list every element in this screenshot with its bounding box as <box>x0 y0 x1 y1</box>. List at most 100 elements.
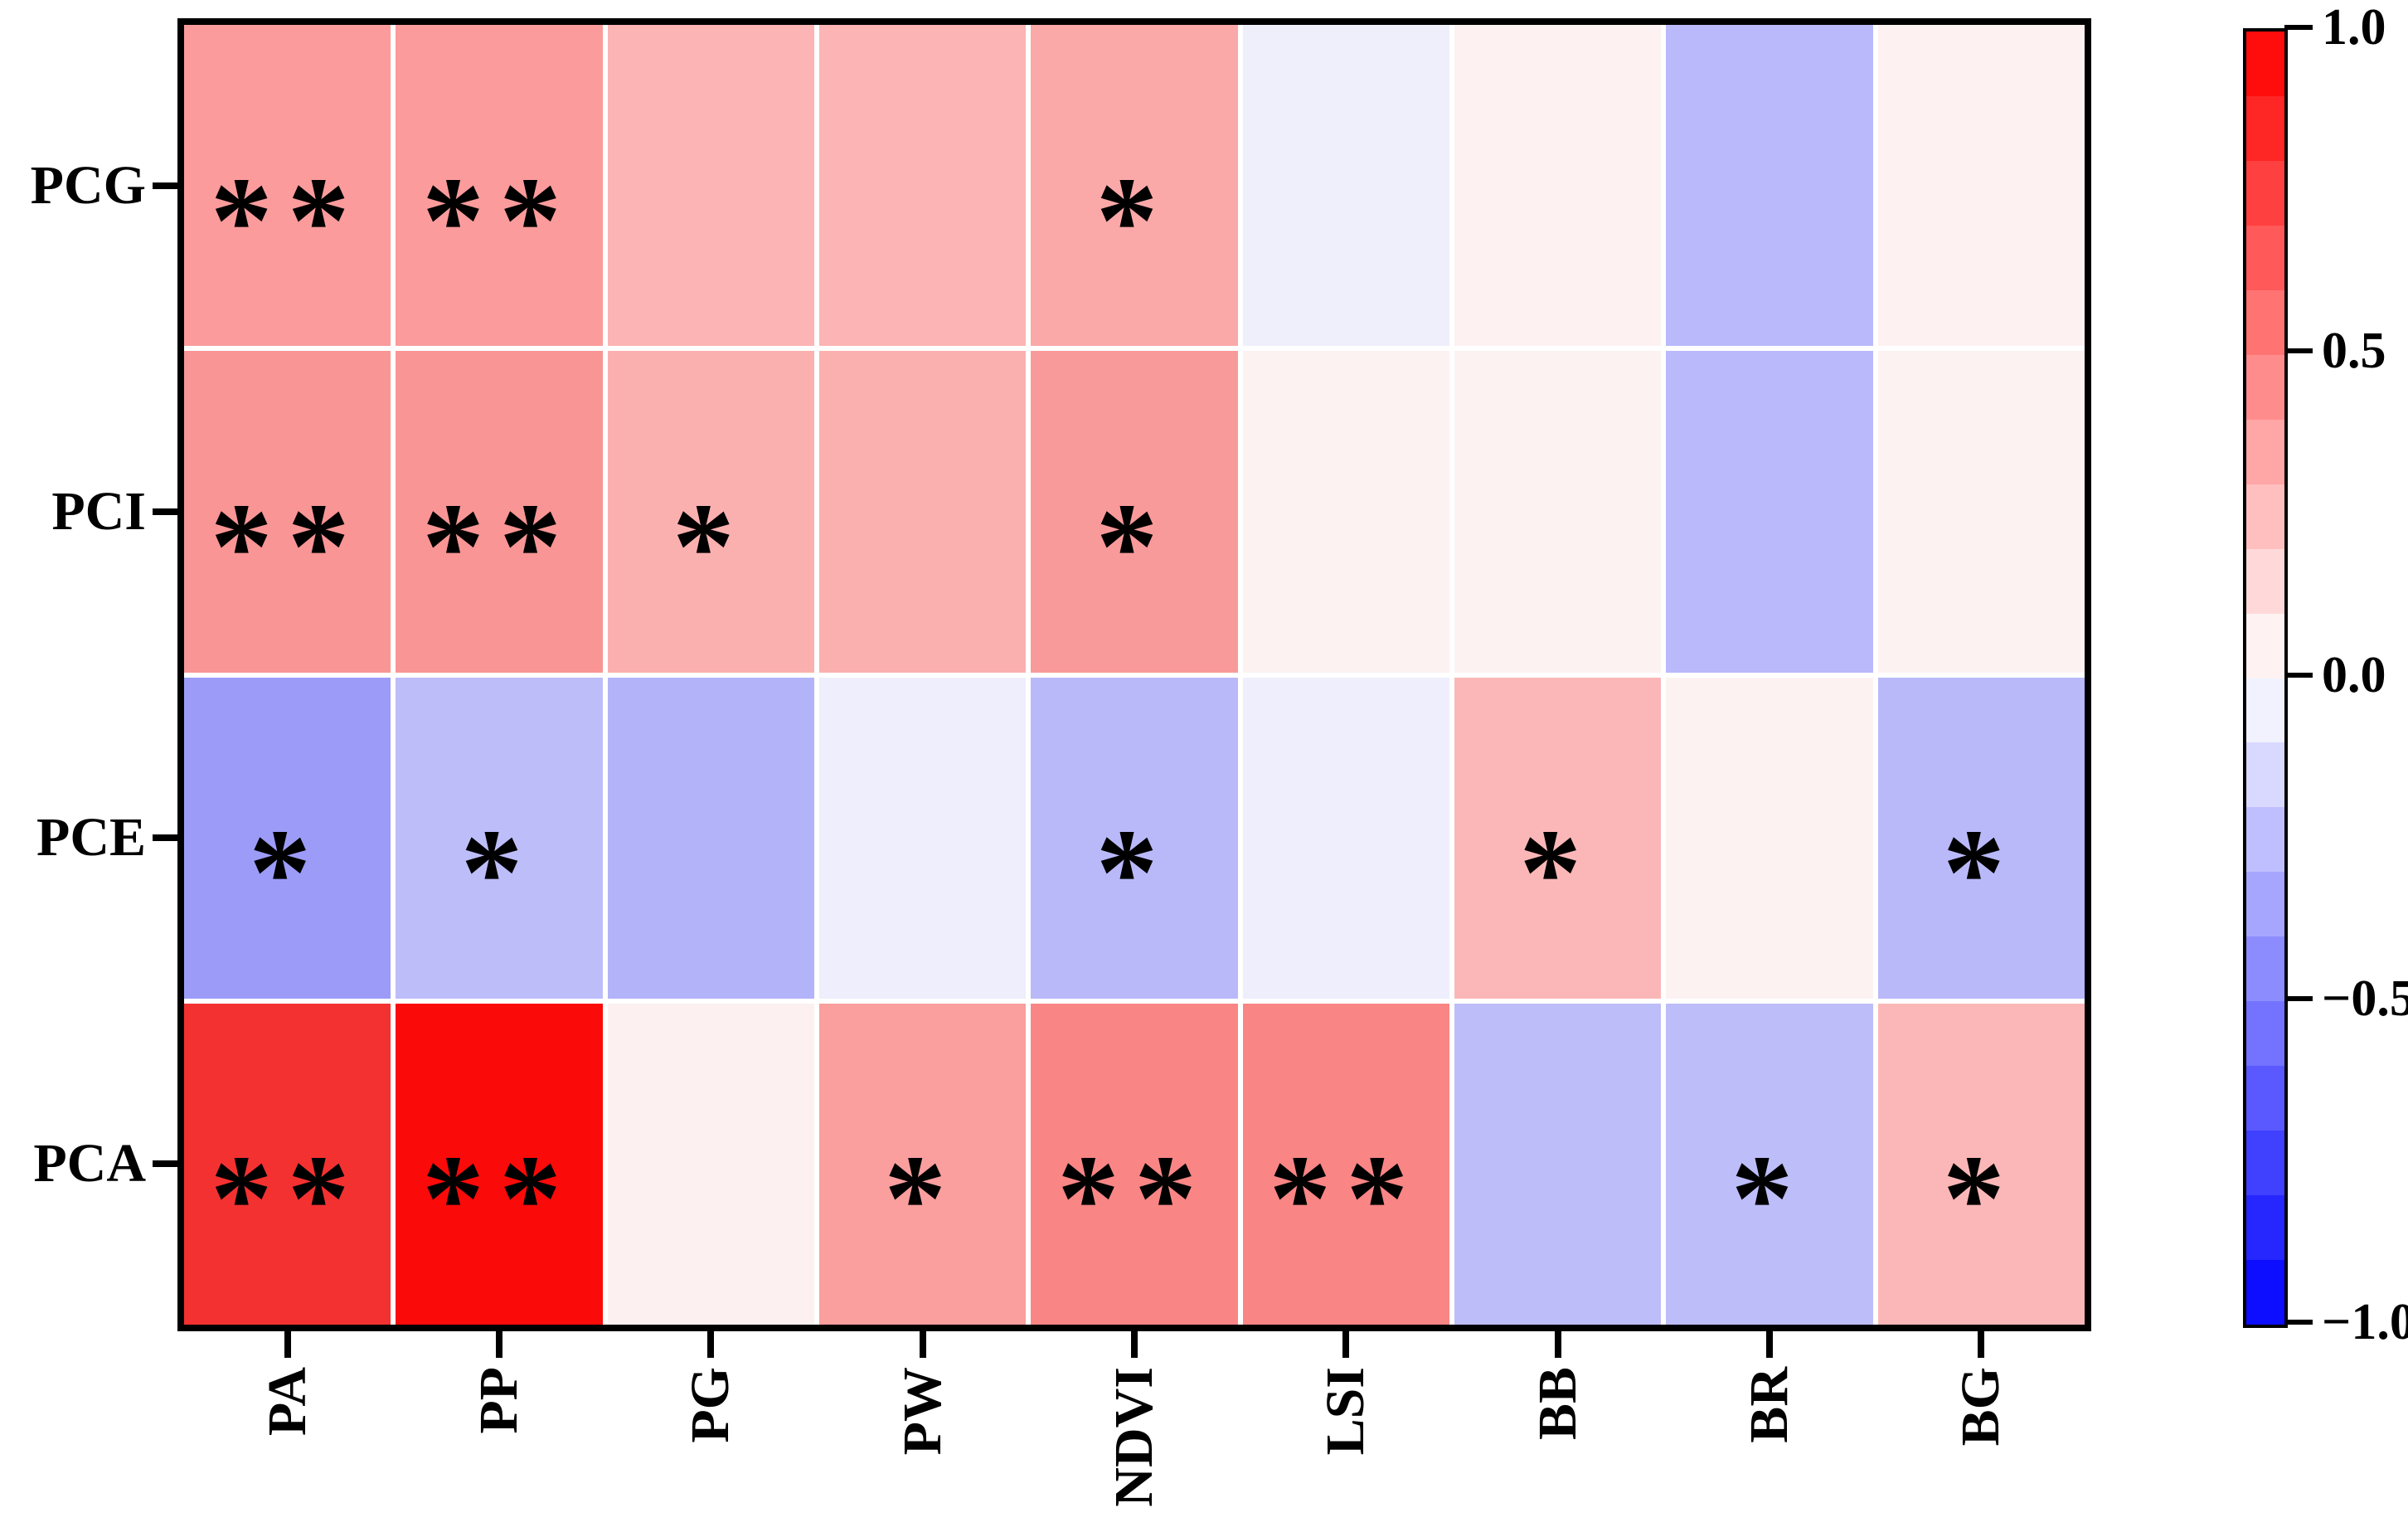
x-tick-mark <box>919 1331 926 1358</box>
y-tick-label: PCG <box>30 154 146 216</box>
significance-marker: * <box>1731 1130 1808 1268</box>
colorbar-segment <box>2246 419 2284 484</box>
colorbar-tick-mark <box>2284 25 2313 30</box>
x-tick-mark <box>1554 1331 1561 1358</box>
significance-marker: ** <box>421 151 576 289</box>
heatmap-cell <box>1666 25 1873 347</box>
heatmap-grid: ** ** * ** ** * * * * * * * ** ** * ** ** * * <box>184 25 2085 1325</box>
heatmap-cell <box>818 25 1027 347</box>
x-tick-label: LSI <box>1315 1367 1376 1456</box>
significance-marker: ** <box>1056 1130 1211 1268</box>
significance-marker: * <box>884 1130 962 1268</box>
heatmap-cell <box>1877 351 2085 673</box>
colorbar-tick-label: −1.0 <box>2322 1294 2408 1350</box>
heatmap-cell <box>818 677 1027 999</box>
heatmap-cell <box>607 25 814 347</box>
colorbar-segment <box>2246 1131 2284 1196</box>
heatmap-cell <box>607 677 814 999</box>
significance-marker: ** <box>210 1130 365 1268</box>
x-tick-label: BG <box>1950 1367 2012 1447</box>
heatmap-cell <box>1242 677 1449 999</box>
x-tick-label: PG <box>680 1367 741 1443</box>
x-tick-label: PW <box>891 1367 953 1456</box>
heatmap-cell <box>1242 351 1449 673</box>
significance-marker: ** <box>210 477 365 615</box>
heatmap-cell: * <box>1877 1003 2085 1325</box>
colorbar-segment <box>2246 613 2284 678</box>
heatmap-cell: ** <box>1031 1003 1238 1325</box>
heatmap-cell: ** <box>1242 1003 1449 1325</box>
heatmap-cell <box>818 351 1027 673</box>
colorbar-segment <box>2246 1260 2284 1325</box>
y-tick-mark <box>153 1160 177 1168</box>
significance-marker: * <box>1942 1130 2020 1268</box>
x-tick-mark <box>1978 1331 1985 1358</box>
colorbar-tick-mark <box>2284 672 2313 678</box>
y-tick-mark <box>153 834 177 842</box>
colorbar-segment <box>2246 32 2284 96</box>
colorbar-segment <box>2246 484 2284 549</box>
colorbar-tick-mark <box>2284 995 2313 1001</box>
x-tick-mark <box>1131 1331 1138 1358</box>
x-tick-label: PP <box>468 1367 529 1434</box>
colorbar-segment <box>2246 742 2284 808</box>
significance-marker: * <box>1942 804 2020 942</box>
x-tick-mark <box>284 1331 291 1358</box>
colorbar-segment <box>2246 1066 2284 1131</box>
heatmap-cell <box>1666 677 1873 999</box>
significance-marker: ** <box>210 151 365 289</box>
colorbar-segment <box>2246 936 2284 1002</box>
heatmap-cell: * <box>1666 1003 1873 1325</box>
colorbar-tick-label: 0.0 <box>2322 646 2386 703</box>
x-tick-label: BR <box>1739 1367 1799 1443</box>
x-tick-label: PA <box>256 1367 318 1437</box>
significance-marker: * <box>1095 151 1173 289</box>
significance-marker: ** <box>421 1130 576 1268</box>
x-tick-label: BB <box>1527 1367 1588 1441</box>
colorbar-tick-mark <box>2284 1320 2313 1325</box>
heatmap-cell: * <box>818 1003 1027 1325</box>
heatmap-cell: * <box>1031 677 1238 999</box>
x-tick-label: NDVI <box>1104 1367 1164 1507</box>
colorbar-segment <box>2246 1001 2284 1067</box>
colorbar-segment <box>2246 354 2284 420</box>
heatmap-cell: ** <box>184 25 391 347</box>
colorbar-tick-label: 1.0 <box>2322 0 2386 56</box>
heatmap-cell <box>1454 25 1662 347</box>
colorbar-segment <box>2246 678 2284 743</box>
significance-marker: * <box>1519 804 1597 942</box>
significance-marker: * <box>1095 804 1173 942</box>
x-tick-mark <box>1342 1331 1350 1358</box>
heatmap-cell: * <box>1031 25 1238 347</box>
heatmap-cell: * <box>396 677 603 999</box>
y-tick-label: PCA <box>33 1133 146 1194</box>
y-tick-mark <box>153 182 177 189</box>
heatmap-cell: * <box>1454 677 1662 999</box>
colorbar-segment <box>2246 95 2284 161</box>
heatmap-cell <box>607 1003 814 1325</box>
heatmap-cell: * <box>607 351 814 673</box>
colorbar-segment <box>2246 548 2284 614</box>
significance-marker: * <box>1095 477 1173 615</box>
colorbar-segment <box>2246 807 2284 873</box>
x-tick-mark <box>1766 1331 1773 1358</box>
heatmap-cell <box>1454 1003 1662 1325</box>
x-tick-mark <box>707 1331 715 1358</box>
y-tick-mark <box>153 508 177 515</box>
colorbar-segment <box>2246 872 2284 937</box>
significance-marker: ** <box>1269 1130 1424 1268</box>
heatmap-cell <box>1454 351 1662 673</box>
colorbar-segment <box>2246 1195 2284 1261</box>
heatmap-cell: ** <box>184 351 391 673</box>
colorbar-tick-mark <box>2284 348 2313 354</box>
heatmap-cell: ** <box>396 25 603 347</box>
heatmap-cell <box>1242 25 1449 347</box>
significance-marker: * <box>460 804 538 942</box>
heatmap-cell: * <box>1877 677 2085 999</box>
colorbar-segment <box>2246 160 2284 226</box>
colorbar-segment <box>2246 225 2284 290</box>
significance-marker: * <box>672 477 750 615</box>
colorbar-segment <box>2246 289 2284 355</box>
colorbar-tick-label: −0.5 <box>2322 970 2408 1027</box>
